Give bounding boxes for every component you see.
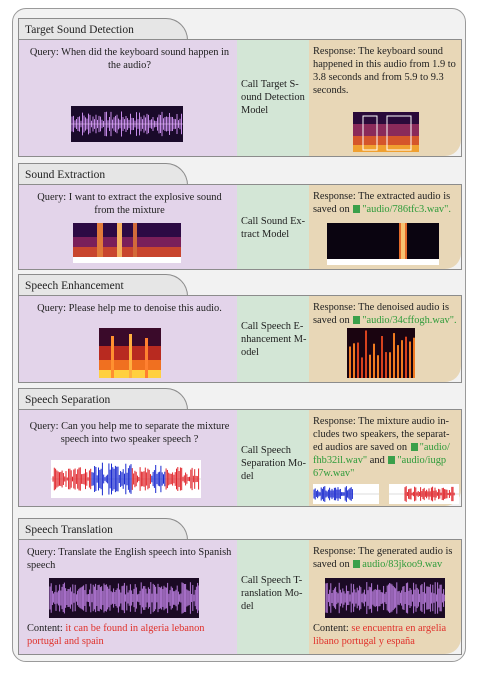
file-icon — [353, 205, 361, 213]
spectrogram-band — [393, 333, 395, 378]
spectrogram-image — [99, 328, 161, 378]
model-text: Call Sound Ex-tract Model — [241, 216, 306, 240]
waveform-image — [325, 578, 445, 618]
query-text: Query: Please help me to denoise this au… — [37, 303, 222, 314]
query-panel: Query: When did the keyboard sound happe… — [19, 40, 237, 156]
model-panel: Call Speech Separation Mo-del — [237, 410, 309, 506]
file-link[interactable]: audio/83jkoo9.wav — [362, 559, 443, 570]
spectrogram-band — [365, 330, 367, 378]
response-panel: Response: The generated audio is saved o… — [309, 540, 461, 654]
file-icon — [388, 456, 396, 464]
spectrogram-band — [405, 336, 407, 378]
spectrogram-band — [413, 337, 415, 378]
speaker2-waveform-image — [389, 484, 459, 504]
model-text: Call Speech E-nhancement M-odel — [241, 321, 307, 358]
query-panel: Query: I want to extract the explosive s… — [19, 185, 237, 269]
section-row: Query: Translate the English speech into… — [18, 539, 462, 655]
response-panel: Response: The mixture audio in-cludes tw… — [309, 410, 461, 506]
section-title: Speech Translation — [18, 518, 188, 540]
spectrogram-image — [347, 328, 415, 378]
spectrogram-band — [373, 343, 375, 378]
query-panel: Query: Please help me to denoise this au… — [19, 296, 237, 382]
spectrogram-band — [381, 336, 383, 378]
file-link-1[interactable]: "audio/ fhb32il.wav" — [313, 442, 450, 466]
response-content: Content: se encuentra en argelia libano … — [313, 623, 447, 647]
model-panel: Call Sound Ex-tract Model — [237, 185, 309, 269]
spectrogram-band — [369, 354, 371, 378]
response-panel: Response: The extracted audio is saved o… — [309, 185, 461, 269]
query-text: Query: When did the keyboard sound happe… — [29, 47, 230, 71]
model-panel: Call Speech T-ranslation Mo-del — [237, 540, 309, 654]
response-text: Response: The extracted audio is saved o… — [313, 191, 451, 215]
spectrogram-band — [397, 345, 399, 378]
speaker1-waveform-image — [313, 484, 379, 504]
response-text: Response: The generated audio is saved o… — [313, 546, 453, 570]
file-icon — [353, 316, 361, 324]
section-target-sound-detection: Target Sound Detection Query: When did t… — [18, 18, 462, 158]
query-text: Query: Can you help me to separate the m… — [29, 421, 230, 445]
response-text: Response: The keyboard sound happened in… — [313, 46, 456, 96]
model-text: Call Speech T-ranslation Mo-del — [241, 575, 303, 612]
file-link-2[interactable]: "audio/iugp 67w.wav" — [313, 455, 447, 479]
section-title: Sound Extraction — [18, 163, 188, 185]
spectrogram-band — [385, 352, 387, 378]
section-row: Query: Please help me to denoise this au… — [18, 295, 462, 383]
model-panel: Call Speech E-nhancement M-odel — [237, 296, 309, 382]
spectrogram-image — [353, 112, 419, 152]
section-speech-enhancement: Speech Enhancement Query: Please help me… — [18, 274, 462, 384]
waveform-image — [49, 578, 199, 618]
query-text: Query: I want to extract the explosive s… — [37, 192, 222, 216]
response-panel: Response: The keyboard sound happened in… — [309, 40, 461, 156]
spectrogram-band — [401, 340, 403, 378]
section-speech-translation: Speech Translation Query: Translate the … — [18, 518, 462, 656]
model-text: Call Target S-ound Detection Model — [241, 79, 305, 116]
section-title: Target Sound Detection — [18, 18, 188, 40]
spectrogram-band — [361, 357, 363, 378]
section-row: Query: Can you help me to separate the m… — [18, 409, 462, 507]
spectrogram-image — [327, 223, 439, 265]
query-text: Query: Translate the English speech into… — [27, 547, 232, 571]
section-sound-extraction: Sound Extraction Query: I want to extrac… — [18, 163, 462, 271]
spectrogram-band — [353, 343, 355, 378]
spectrogram-band — [349, 346, 351, 378]
query-panel: Query: Can you help me to separate the m… — [19, 410, 237, 506]
spectrogram-band — [377, 355, 379, 378]
section-title: Speech Enhancement — [18, 274, 188, 296]
waveform-image — [71, 106, 183, 142]
spectrogram-band — [357, 342, 359, 378]
spectrogram-band — [409, 341, 411, 378]
spectrogram-band — [389, 352, 391, 378]
response-panel: Response: The denoised audio is saved on… — [309, 296, 461, 382]
file-icon — [353, 560, 361, 568]
section-speech-separation: Speech Separation Query: Can you help me… — [18, 388, 462, 508]
model-panel: Call Target S-ound Detection Model — [237, 40, 309, 156]
section-row: Query: When did the keyboard sound happe… — [18, 39, 462, 157]
file-link[interactable]: "audio/786tfc3.wav". — [362, 204, 451, 215]
section-row: Query: I want to extract the explosive s… — [18, 184, 462, 270]
file-icon — [410, 443, 418, 451]
file-link[interactable]: "audio/34cffogh.wav". — [362, 315, 457, 326]
response-text: Response: The mixture audio in-cludes tw… — [313, 416, 450, 479]
model-text: Call Speech Separation Mo-del — [241, 445, 306, 482]
section-title: Speech Separation — [18, 388, 188, 410]
query-content: Content: it can be found in algeria leba… — [27, 623, 205, 647]
spectrogram-image — [73, 223, 181, 263]
response-text: Response: The denoised audio is saved on… — [313, 302, 457, 326]
mixed-waveform-image — [51, 460, 201, 498]
query-panel: Query: Translate the English speech into… — [19, 540, 237, 654]
